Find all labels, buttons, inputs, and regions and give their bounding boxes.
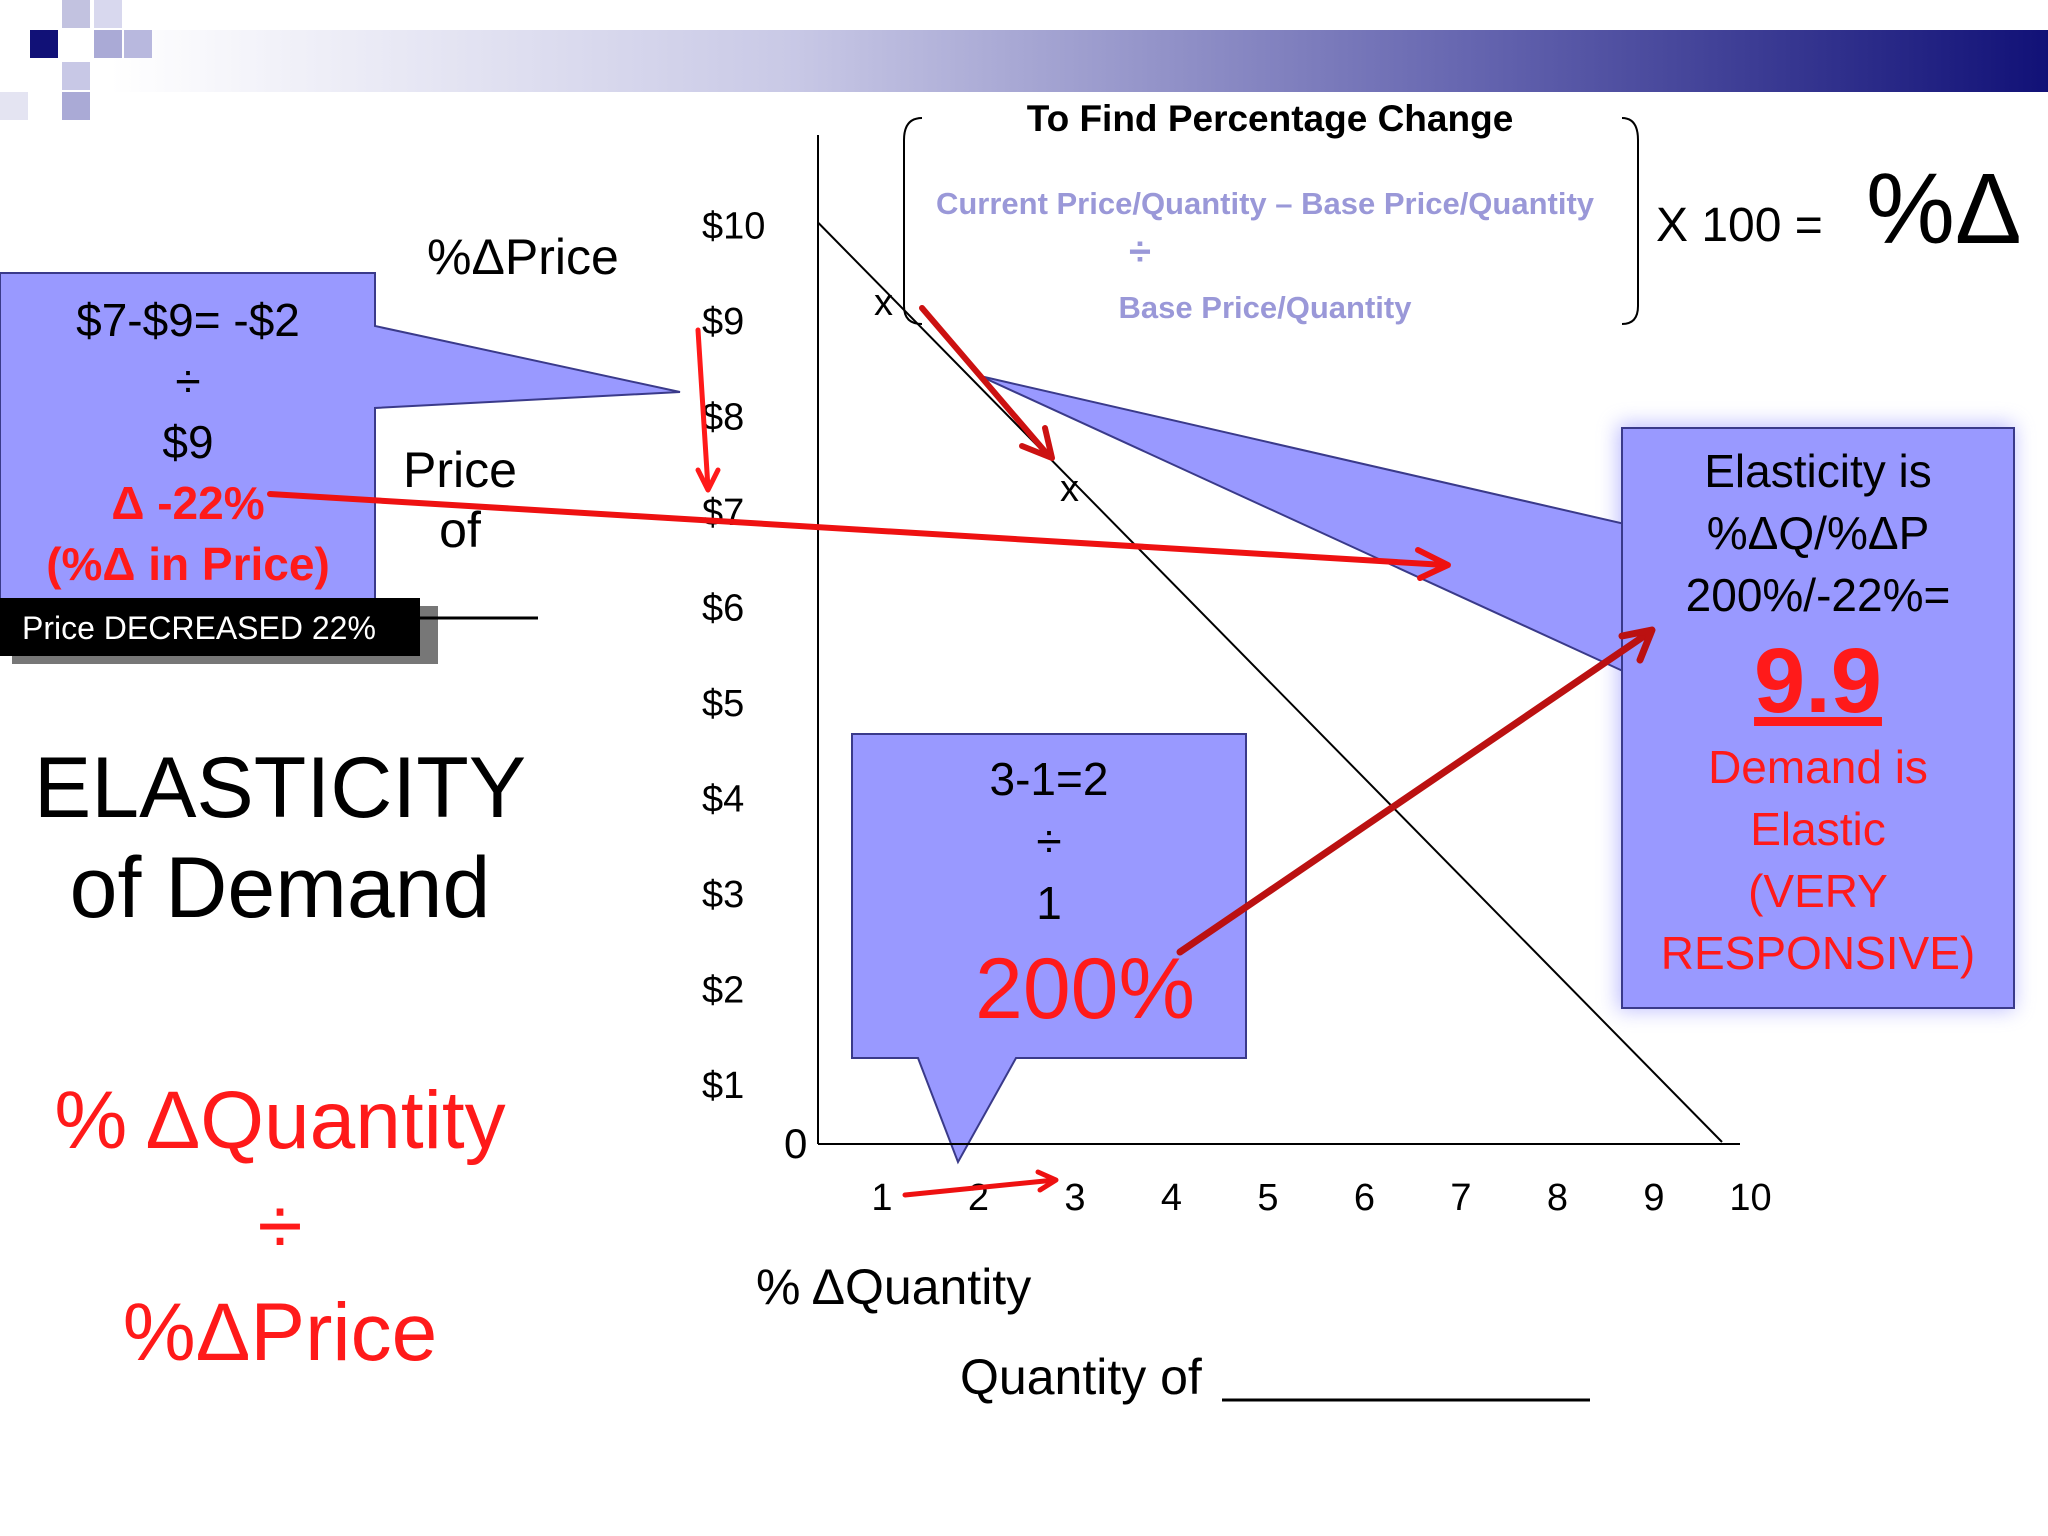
demand-curve — [817, 221, 1723, 1143]
percent-change-divide: ÷ — [1129, 230, 1151, 274]
y-tick-label: $2 — [702, 970, 744, 1012]
price-of-line1: Price — [403, 442, 517, 498]
x-tick-label: 1 — [871, 1177, 892, 1219]
header-square — [0, 92, 28, 120]
header-square — [62, 62, 90, 90]
percent-change-result: %Δ — [1866, 153, 2022, 265]
elasticity-callout-text: Elasticity is %ΔQ/%ΔP 200%/-22%= 9.9 Dem… — [1622, 440, 2014, 984]
x-tick-label: 6 — [1354, 1177, 1375, 1219]
formula-numerator: % ΔQuantity — [54, 1075, 506, 1166]
quantity-move-arrow — [902, 1169, 1059, 1198]
elasticity-callout-box — [1621, 427, 2015, 1009]
x-tick-label: 7 — [1450, 1177, 1471, 1219]
pct-price-label: %ΔPrice — [427, 229, 619, 285]
to-elasticity-arrow-2 — [1176, 626, 1656, 956]
elasticity-verdict-line1: Demand is — [1708, 741, 1928, 793]
x-tick-label: 10 — [1729, 1177, 1771, 1219]
y-tick-label: $4 — [702, 779, 744, 821]
elasticity-verdict-line2: Elastic — [1750, 803, 1886, 855]
y-tick-label: $6 — [702, 588, 744, 630]
header-square — [94, 0, 122, 28]
price-callout-text: $7-$9= -$2 ÷ $9 Δ -22% (%Δ in Price) — [0, 290, 376, 595]
y-tick-label: $5 — [702, 683, 744, 725]
x-tick-label: 3 — [1064, 1177, 1085, 1219]
formula-denominator: %ΔPrice — [122, 1287, 438, 1378]
header-square — [62, 0, 90, 28]
price-callout-caption: (%Δ in Price) — [46, 538, 330, 590]
header-square — [62, 92, 90, 120]
quantity-callout-text: 3-1=2 ÷ 1 — [852, 748, 1246, 934]
y-tick-label: $1 — [702, 1065, 744, 1107]
percent-change-multiplier: X 100 = — [1656, 199, 1823, 252]
elasticity-callout-line3: 200%/-22%= — [1685, 569, 1951, 621]
elasticity-callout-wedge — [979, 375, 1626, 674]
quantity-callout-box — [851, 733, 1247, 1165]
to-elasticity-arrow — [267, 491, 1451, 581]
price-callout-delta: Δ -22% — [111, 477, 265, 529]
percent-change-heading: To Find Percentage Change — [1026, 98, 1514, 139]
header-square-navy — [30, 30, 58, 58]
quantity-callout-divide: ÷ — [1036, 815, 1062, 867]
y-tick-label: $7 — [702, 492, 744, 534]
pct-quantity-label: % ΔQuantity — [756, 1259, 1032, 1315]
quantity-callout-line3: 1 — [1036, 877, 1062, 929]
page-title-line1: ELASTICITY — [33, 740, 527, 836]
price-banner-text: Price DECREASED 22% — [22, 610, 376, 646]
chart-area: $10$9$8$7$6$5$4$3$2$11 2 3 4 5 6 7 8 9 10 — [702, 135, 1772, 1219]
elasticity-formula: % ΔQuantity ÷ %ΔPrice — [0, 1068, 560, 1386]
page-title-line2: of Demand — [69, 840, 491, 936]
percent-change-numerator: Current Price/Quantity – Base Price/Quan… — [935, 186, 1595, 221]
percent-change-denominator: Base Price/Quantity — [1118, 290, 1412, 325]
formula-left-brace — [903, 117, 923, 325]
price-callout-line1: $7-$9= -$2 — [76, 294, 300, 346]
x-tick-label: 4 — [1161, 1177, 1182, 1219]
quantity-callout-line1: 3-1=2 — [989, 753, 1109, 805]
y-tick-label: $9 — [702, 301, 744, 343]
header-band — [110, 30, 2048, 92]
page-title: ELASTICITY of Demand — [0, 738, 560, 938]
origin-label: 0 — [784, 1120, 808, 1167]
curve-move-arrow — [919, 305, 1055, 461]
quantity-of-label: Quantity of — [960, 1349, 1202, 1405]
price-callout-line3: $9 — [162, 416, 214, 468]
point-marker-base: X — [874, 282, 893, 324]
header-square — [124, 30, 152, 58]
header-square — [94, 30, 122, 58]
point-marker-current: X — [1060, 468, 1079, 510]
x-tick-label: 9 — [1643, 1177, 1664, 1219]
formula-divide: ÷ — [257, 1181, 303, 1272]
y-tick-label: $3 — [702, 874, 744, 916]
formula-right-brace — [1621, 117, 1639, 325]
price-of-label: Price of — [395, 440, 525, 560]
elasticity-callout-line2: %ΔQ/%ΔP — [1706, 507, 1930, 559]
x-tick-label: 5 — [1257, 1177, 1278, 1219]
elasticity-value: 9.9 — [1754, 630, 1882, 732]
elasticity-verdict-line4: RESPONSIVE) — [1660, 927, 1976, 979]
x-tick-label: 8 — [1547, 1177, 1568, 1219]
price-callout-divide: ÷ — [175, 355, 201, 407]
y-tick-label: $8 — [702, 397, 744, 439]
red-arrows — [267, 305, 1656, 1198]
x-tick-label: 2 — [968, 1177, 989, 1219]
elasticity-verdict-line3: (VERY — [1748, 865, 1888, 917]
y-tick-label: $10 — [702, 206, 765, 248]
price-of-line2: of — [439, 502, 481, 558]
quantity-callout-result: 200% — [975, 941, 1195, 1037]
price-drop-arrow — [695, 327, 721, 493]
price-banner-box — [0, 598, 420, 656]
elasticity-callout-line1: Elasticity is — [1704, 445, 1932, 497]
